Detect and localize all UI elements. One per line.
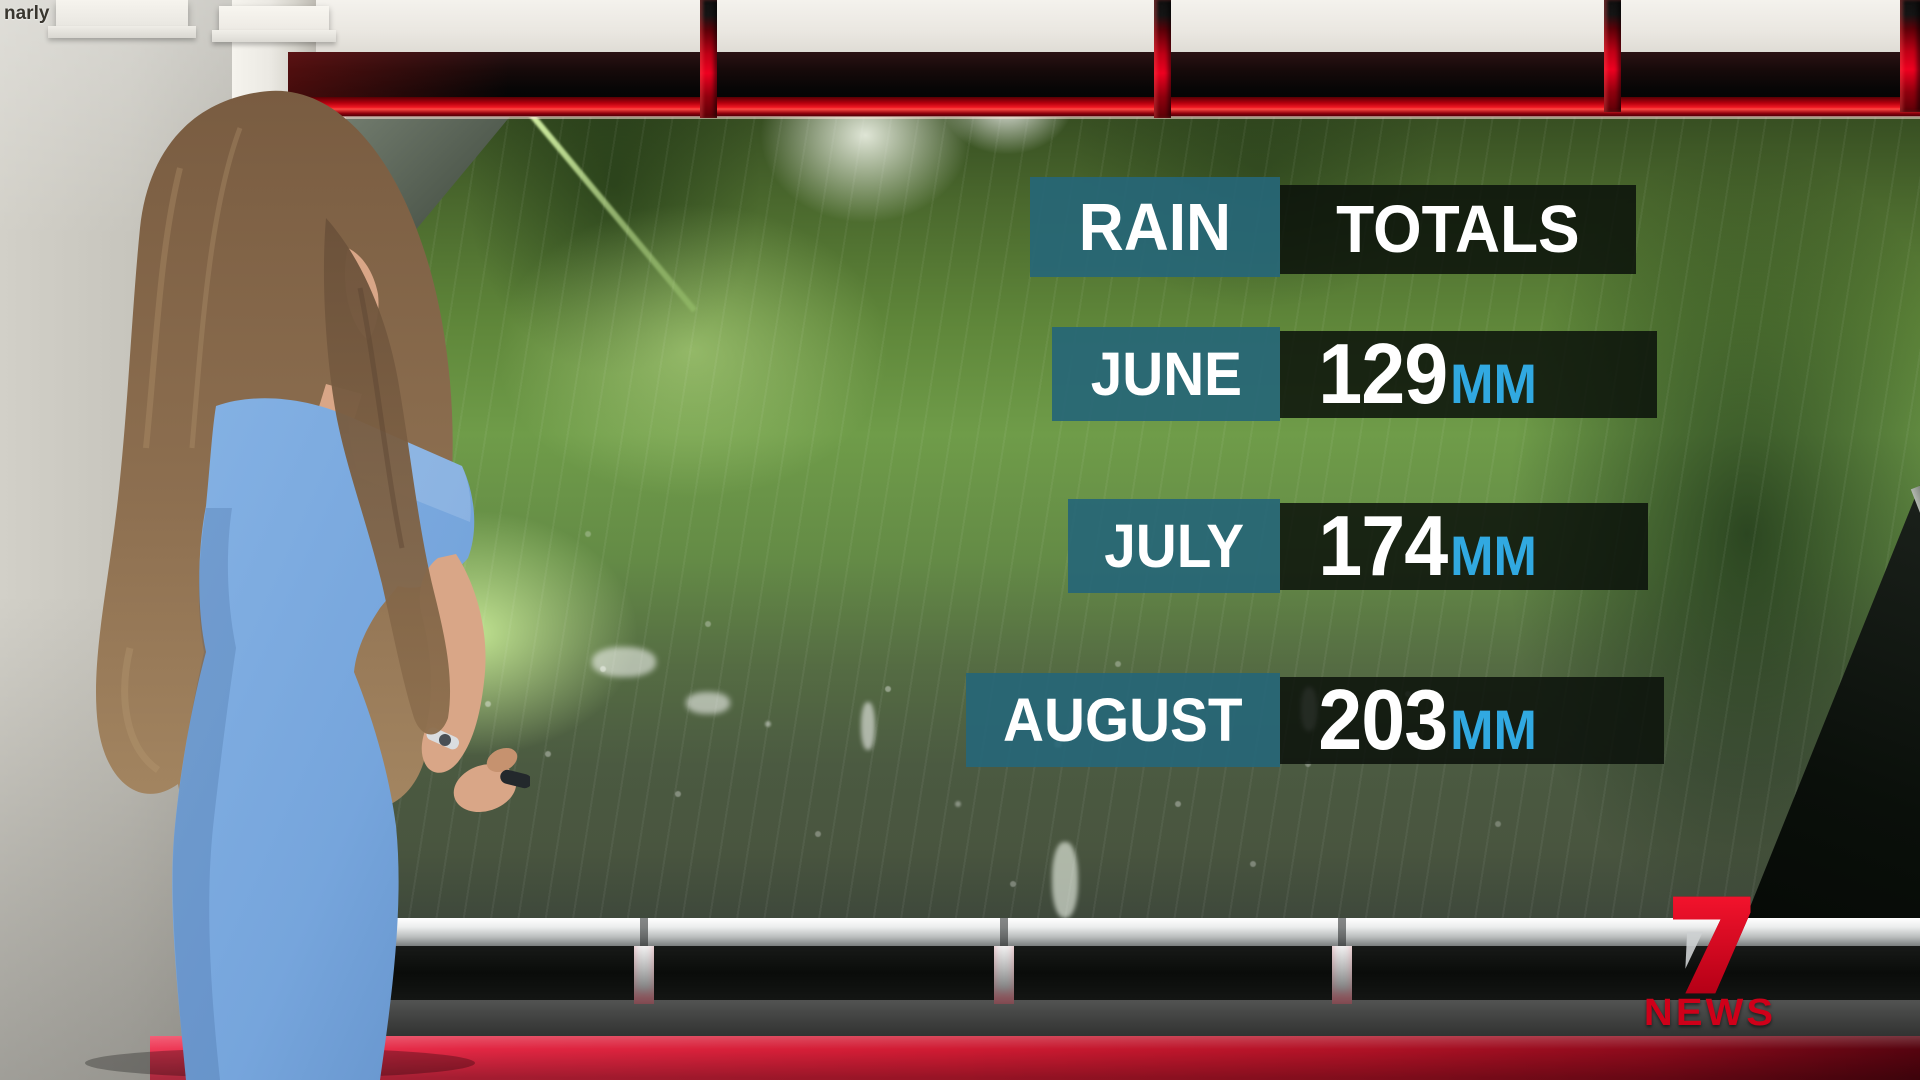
red-hanger-bar <box>1900 0 1920 112</box>
red-floor-strip <box>150 1036 1920 1080</box>
seven-news-logo: NEWS <box>1612 886 1822 1046</box>
month-box-june: JUNE <box>1052 327 1280 421</box>
rain-value: 174 <box>1318 498 1448 594</box>
rain-splash <box>686 692 730 714</box>
rain-unit: MM <box>1450 697 1537 761</box>
watermark-text: narly <box>4 3 50 24</box>
value-box-june: 129MM <box>1280 327 1657 422</box>
value-box-july: 174MM <box>1280 499 1648 594</box>
red-glow-strip <box>288 97 1920 119</box>
rain-splash <box>1052 842 1078 918</box>
silver-post <box>634 946 654 1004</box>
presenter-illustration <box>85 90 530 1080</box>
month-label: AUGUST <box>1003 686 1243 754</box>
rain-unit: MM <box>1450 351 1537 415</box>
wall-molding-left <box>48 0 196 38</box>
rain-unit: MM <box>1450 523 1537 587</box>
rail-joint <box>1000 918 1008 948</box>
seven-network-logo-icon <box>1673 896 1751 994</box>
rail-joint <box>640 918 648 948</box>
rain-splash <box>861 702 875 750</box>
overhead-beam <box>288 52 1920 102</box>
rain-value: 129 <box>1318 326 1448 422</box>
red-hanger-bar <box>1154 0 1171 118</box>
red-hanger-bar <box>700 0 717 118</box>
rain-splash <box>592 647 656 677</box>
news-wordmark: NEWS <box>1643 992 1777 1034</box>
rail-joint <box>1338 918 1346 948</box>
month-box-august: AUGUST <box>966 673 1280 767</box>
rain-value: 203 <box>1318 672 1448 768</box>
header-totals-box: TOTALS <box>1280 185 1636 274</box>
desk-front-panel <box>346 946 1920 1002</box>
pillar-crown-molding <box>212 6 336 42</box>
header-totals-label: TOTALS <box>1336 192 1580 267</box>
silver-rail <box>346 918 1920 948</box>
value-box-august: 203MM <box>1280 673 1664 768</box>
month-box-july: JULY <box>1068 499 1280 593</box>
floor-step <box>300 1000 1920 1040</box>
silver-post <box>1332 946 1352 1004</box>
red-hanger-bar <box>1604 0 1621 112</box>
header-rain-label: RAIN <box>1078 189 1232 265</box>
month-label: JUNE <box>1090 340 1242 408</box>
header-rain-box: RAIN <box>1030 177 1280 277</box>
silver-post <box>994 946 1014 1004</box>
month-label: JULY <box>1104 512 1244 580</box>
